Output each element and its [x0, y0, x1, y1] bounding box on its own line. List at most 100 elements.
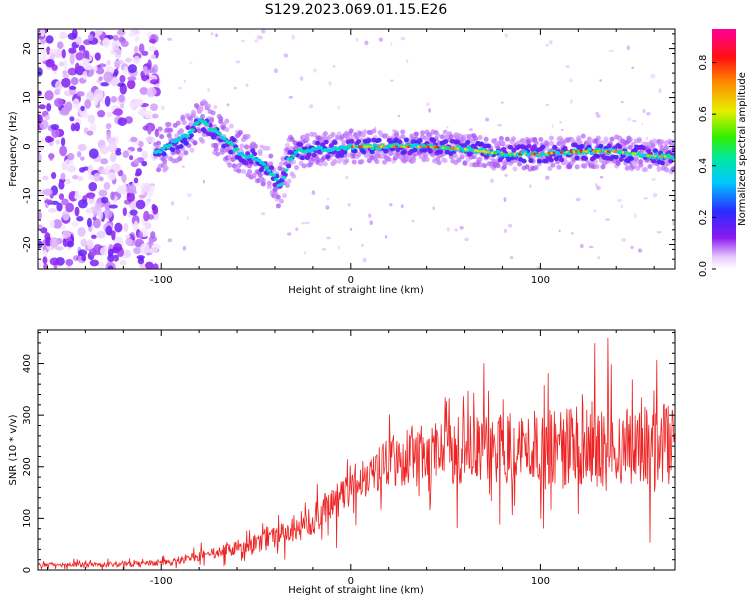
spectrogram-cell — [618, 157, 624, 162]
spectrogram-cell — [107, 265, 114, 269]
spectrogram-cell — [77, 151, 82, 158]
x-tick-label: 0 — [348, 275, 354, 286]
spectrogram-cell — [89, 259, 100, 267]
spectrogram-cell — [49, 237, 59, 248]
spectrogram-cell — [603, 136, 609, 142]
spectrogram-cell — [112, 34, 119, 42]
spectrogram-cell — [70, 123, 76, 132]
spectrogram-cell — [361, 149, 367, 155]
spectrogram-cell — [103, 181, 111, 191]
spectrogram-cell — [640, 145, 647, 151]
spectrogram-cell — [338, 153, 345, 158]
spectrogram-cell — [265, 145, 271, 151]
spectrogram-cell — [75, 36, 82, 45]
spectrogram-cell — [371, 128, 377, 134]
spectrogram-cell — [96, 230, 106, 239]
spectrogram-cell — [652, 192, 658, 198]
spectrogram-cell — [545, 103, 550, 107]
spectrogram-cell — [456, 157, 462, 163]
spectrogram-cell — [138, 256, 144, 262]
spectrogram-cell — [80, 105, 85, 112]
snr-frame — [37, 329, 676, 571]
spectrogram-cell — [397, 114, 401, 118]
spectrogram-cell — [106, 59, 111, 66]
spectrogram-cell — [150, 231, 156, 239]
spectrogram-cell — [309, 104, 314, 109]
spectrogram-cell — [149, 184, 155, 193]
spectrogram-cell — [59, 31, 67, 40]
spectrogram-cell — [628, 156, 635, 161]
spectrogram-cell — [100, 158, 109, 165]
spectrogram-cell — [442, 158, 448, 164]
spectrogram-cell — [178, 144, 184, 149]
spectrogram-cell — [339, 157, 345, 163]
spectrogram-cell — [76, 91, 85, 97]
spectrogram-cell — [376, 137, 382, 143]
spectrogram-cell — [112, 243, 123, 252]
spectrogram-cell — [104, 95, 111, 107]
spectrogram-cell — [293, 150, 299, 155]
spectrogram-cell — [286, 178, 292, 184]
spectrogram-cell — [86, 91, 95, 102]
spectrogram-cell — [156, 140, 162, 146]
colorbar-ticks: 0.0 0.2 0.4 0.6 0.8 — [698, 55, 716, 277]
spectrogram-cell — [138, 194, 146, 199]
spectrogram-cell — [509, 256, 514, 260]
spectrogram-cell — [531, 144, 537, 150]
spectrogram-cell — [659, 160, 665, 166]
spectrogram-cell — [89, 122, 97, 133]
spectrogram-cell — [122, 181, 127, 192]
spectrogram-cell — [49, 48, 59, 55]
spectrogram-cell — [646, 111, 651, 116]
spectrogram-cell — [261, 29, 266, 34]
spectrogram-cell — [51, 127, 60, 139]
spectrogram-cell — [400, 134, 406, 140]
spectrogram-cell — [384, 235, 388, 239]
spectrogram-cell — [562, 145, 568, 151]
spectrogram-cell — [86, 208, 93, 214]
spectrogram-cell — [101, 196, 109, 204]
spectrogram-cell — [182, 245, 187, 251]
spectrogram-cell — [87, 114, 96, 124]
spectrogram-cell — [551, 123, 554, 129]
spectrogram-cell — [586, 136, 592, 142]
spectrogram-cell — [125, 238, 133, 246]
spectrogram-cell — [431, 138, 437, 143]
y-tick-label: -10 — [22, 187, 33, 203]
spectrogram-cell — [133, 45, 139, 54]
spectrogram-cell — [78, 45, 86, 53]
spectrogram-cell — [161, 151, 167, 157]
spectrogram-cell — [413, 131, 419, 137]
spectrogram-cell — [62, 210, 70, 221]
spectrogram-cell — [98, 189, 108, 197]
spectrogram-cell — [134, 35, 140, 43]
spectrogram-cell — [114, 222, 123, 233]
spectrogram-cell — [55, 246, 64, 251]
spectrogram-cell — [671, 165, 675, 171]
spectrogram-cell — [425, 102, 430, 107]
spectrogram-cell — [374, 159, 380, 165]
spectrogram-cell — [110, 48, 115, 55]
spectrogram-cell — [138, 231, 143, 239]
spectrogram-cell — [181, 165, 185, 168]
spectrogram-cell — [189, 147, 195, 153]
spectrogram-cell — [69, 53, 75, 65]
spectrogram-cell — [236, 168, 242, 174]
spectrogram-cell — [44, 114, 50, 121]
spectrogram-cell — [411, 219, 415, 223]
spectrogram-cell — [105, 225, 113, 236]
spectrogram-cell — [594, 153, 601, 159]
spectrogram-cell — [291, 173, 297, 179]
spectrogram-cell — [577, 139, 583, 145]
spectrogram-cell — [318, 145, 324, 150]
spectrogram-cell — [348, 134, 354, 140]
spectrogram-cell — [74, 190, 80, 199]
spectrogram-cell — [65, 258, 74, 266]
spectrogram-cell — [146, 198, 152, 203]
colorbar-tick-label: 0.2 — [698, 209, 709, 225]
spectrogram-cell — [337, 245, 341, 250]
spectrogram-cell — [63, 59, 68, 70]
spectrogram-cell — [372, 143, 378, 147]
spectrogram-cell — [122, 150, 129, 158]
spectrogram-cell — [178, 152, 184, 158]
